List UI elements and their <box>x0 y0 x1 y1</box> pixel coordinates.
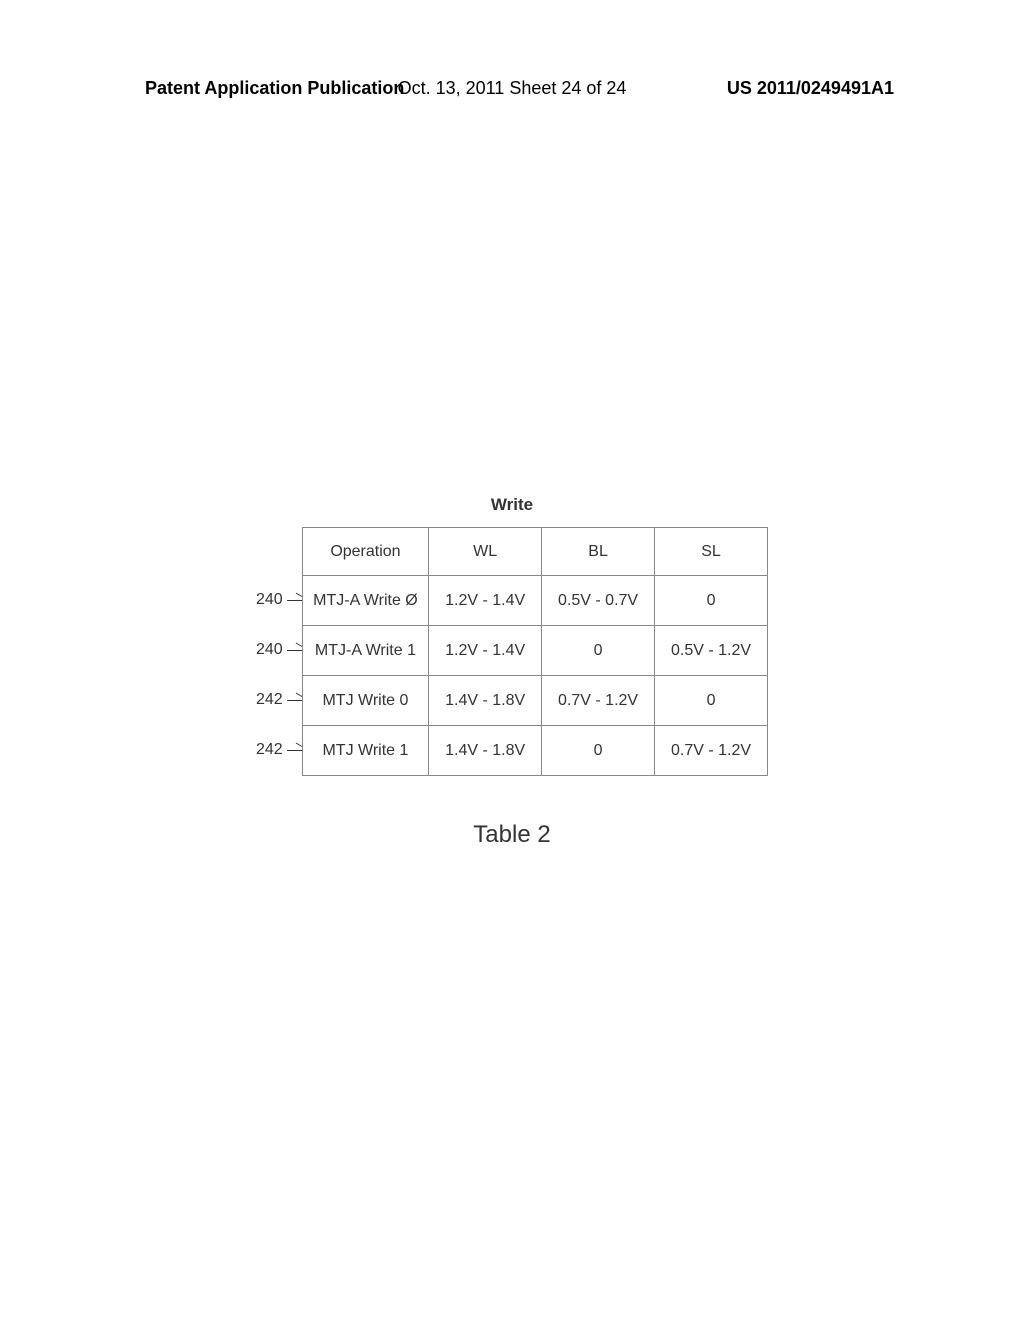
cell-operation: MTJ-A Write Ø <box>302 576 428 626</box>
page-header: Patent Application Publication Oct. 13, … <box>0 78 1024 99</box>
cell-operation: MTJ-A Write 1 <box>302 626 428 676</box>
table-row: MTJ Write 1 1.4V - 1.8V 0 0.7V - 1.2V <box>302 726 767 776</box>
cell-operation: MTJ Write 0 <box>302 676 428 726</box>
header-date-sheet: Oct. 13, 2011 Sheet 24 of 24 <box>398 78 627 99</box>
cell-bl: 0 <box>542 726 655 776</box>
cell-wl: 1.2V - 1.4V <box>429 626 542 676</box>
cell-bl: 0.5V - 0.7V <box>542 576 655 626</box>
table-header-row: Operation WL BL SL <box>302 528 767 576</box>
table-row: MTJ Write 0 1.4V - 1.8V 0.7V - 1.2V 0 <box>302 676 767 726</box>
row-label: 242 <box>256 725 305 775</box>
row-labels: 240 240 242 242 <box>256 527 305 775</box>
cell-sl: 0 <box>655 576 768 626</box>
col-header-wl: WL <box>429 528 542 576</box>
header-publication-number: US 2011/0249491A1 <box>727 78 894 99</box>
cell-sl: 0.7V - 1.2V <box>655 726 768 776</box>
table-row: MTJ-A Write Ø 1.2V - 1.4V 0.5V - 0.7V 0 <box>302 576 767 626</box>
cell-sl: 0.5V - 1.2V <box>655 626 768 676</box>
col-header-operation: Operation <box>302 528 428 576</box>
cell-wl: 1.4V - 1.8V <box>429 726 542 776</box>
row-label: 242 <box>256 675 305 725</box>
table-wrapper: 240 240 242 242 Operation WL BL SL MTJ-A… <box>256 527 768 776</box>
table-title: Write <box>491 495 533 515</box>
table-row: MTJ-A Write 1 1.2V - 1.4V 0 0.5V - 1.2V <box>302 626 767 676</box>
cell-operation: MTJ Write 1 <box>302 726 428 776</box>
col-header-bl: BL <box>542 528 655 576</box>
cell-bl: 0 <box>542 626 655 676</box>
cell-sl: 0 <box>655 676 768 726</box>
cell-wl: 1.4V - 1.8V <box>429 676 542 726</box>
cell-bl: 0.7V - 1.2V <box>542 676 655 726</box>
cell-wl: 1.2V - 1.4V <box>429 576 542 626</box>
header-publication-type: Patent Application Publication <box>145 78 404 99</box>
row-label: 240 <box>256 625 305 675</box>
write-table: Operation WL BL SL MTJ-A Write Ø 1.2V - … <box>302 527 768 776</box>
content-area: Write 240 240 242 242 Operation WL BL SL… <box>256 495 768 849</box>
col-header-sl: SL <box>655 528 768 576</box>
table-caption: Table 2 <box>473 821 550 849</box>
row-label: 240 <box>256 575 305 625</box>
